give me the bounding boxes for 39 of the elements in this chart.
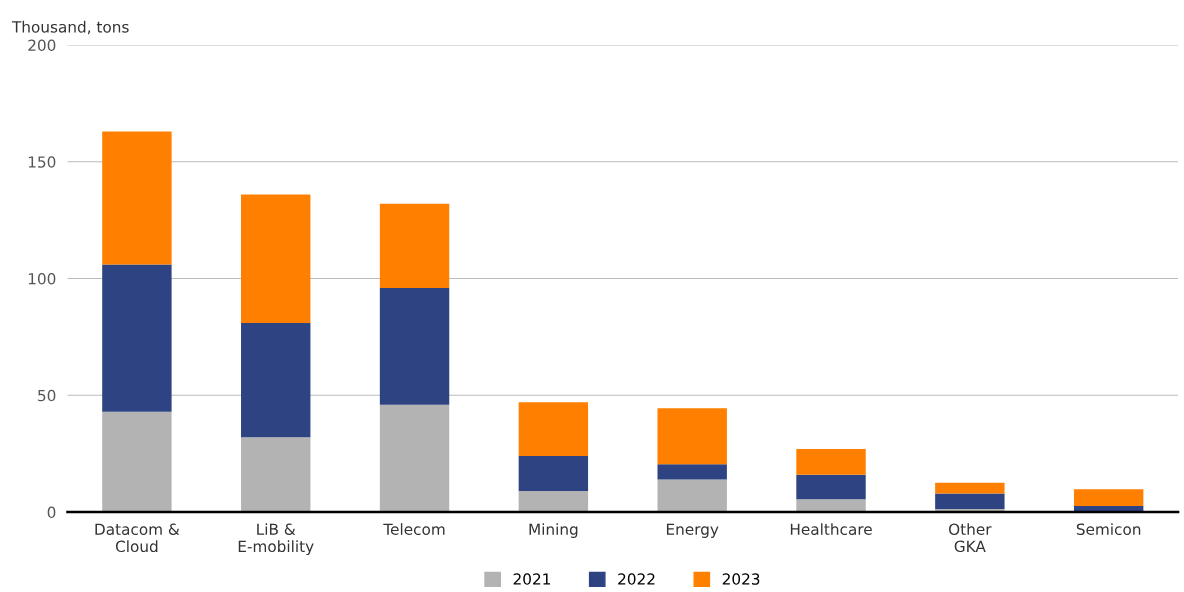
bar <box>518 491 589 513</box>
legend-label: 2022 <box>618 573 655 585</box>
bar <box>1073 489 1144 507</box>
x-tick-label: Energy <box>666 523 719 538</box>
legend-label: 2021 <box>513 573 550 585</box>
bar <box>1073 506 1144 512</box>
bar <box>657 408 727 465</box>
y-axis-title: Thousand, tons <box>11 20 129 35</box>
bar <box>796 474 866 500</box>
bar <box>796 499 866 513</box>
bar <box>241 194 311 323</box>
x-tick-label: Semicon <box>1076 523 1141 536</box>
bar <box>241 437 311 513</box>
x-tick-label: Datacom & Cloud <box>95 523 180 553</box>
bar <box>935 493 1005 510</box>
y-tick-label: 200 <box>28 39 56 52</box>
bar <box>102 131 172 265</box>
bar <box>379 203 450 288</box>
legend-label: 2023 <box>722 573 760 585</box>
x-tick-label: Mining <box>529 523 578 538</box>
x-tick-label: Healthcare <box>790 523 872 536</box>
bar <box>518 456 589 492</box>
bar <box>379 404 450 513</box>
bar <box>518 402 589 457</box>
bar <box>379 287 450 405</box>
bar <box>241 322 311 438</box>
y-tick-label: 0 <box>47 506 56 519</box>
x-tick-label: LiB & E-mobility <box>238 523 314 556</box>
bar <box>102 264 172 412</box>
bar <box>935 482 1005 494</box>
bar <box>102 411 172 513</box>
y-tick-label: 150 <box>28 156 56 168</box>
y-tick-label: 50 <box>38 389 56 402</box>
y-tick-label: 100 <box>28 273 56 285</box>
bar <box>796 449 866 475</box>
x-tick-label: Other GKA <box>949 523 992 553</box>
bar <box>657 479 727 513</box>
x-tick-label: Telecom <box>383 523 445 536</box>
bar <box>657 464 727 480</box>
